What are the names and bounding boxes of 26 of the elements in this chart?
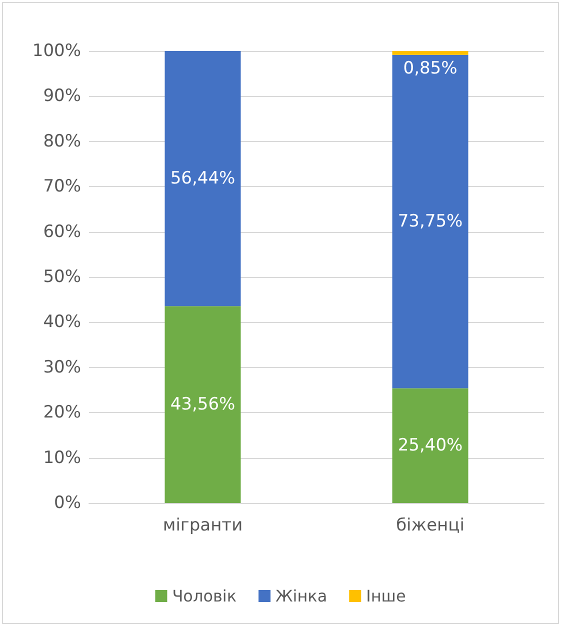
y-tick-label: 90%	[43, 86, 81, 106]
y-tick-label: 30%	[43, 357, 81, 378]
y-tick-label: 80%	[43, 131, 81, 152]
data-label: 43,56%	[170, 394, 236, 415]
y-tick-label: 20%	[43, 402, 81, 423]
data-label: 25,40%	[398, 436, 463, 456]
y-tick-label: 50%	[43, 267, 81, 287]
legend-label: Чоловік	[172, 586, 237, 606]
data-label: 73,75%	[398, 212, 463, 232]
y-tick-label: 100%	[32, 41, 81, 61]
legend-label: Інше	[366, 586, 406, 606]
bar	[392, 51, 468, 55]
y-tick-label: 0%	[54, 493, 81, 513]
y-tick-label: 70%	[43, 176, 81, 197]
bar	[164, 51, 241, 306]
y-tick-label: 60%	[43, 222, 81, 242]
data-label: 56,44%	[170, 168, 236, 189]
legend-label: Жінка	[276, 586, 328, 606]
x-tick-label: біженці	[396, 516, 464, 536]
bar	[392, 388, 468, 503]
data-label: 0,85%	[403, 58, 458, 78]
bar	[392, 54, 468, 388]
y-tick-label: 40%	[43, 312, 81, 332]
x-tick-label: мігранти	[162, 516, 243, 536]
y-tick-label: 10%	[43, 448, 81, 468]
bar	[164, 306, 241, 503]
